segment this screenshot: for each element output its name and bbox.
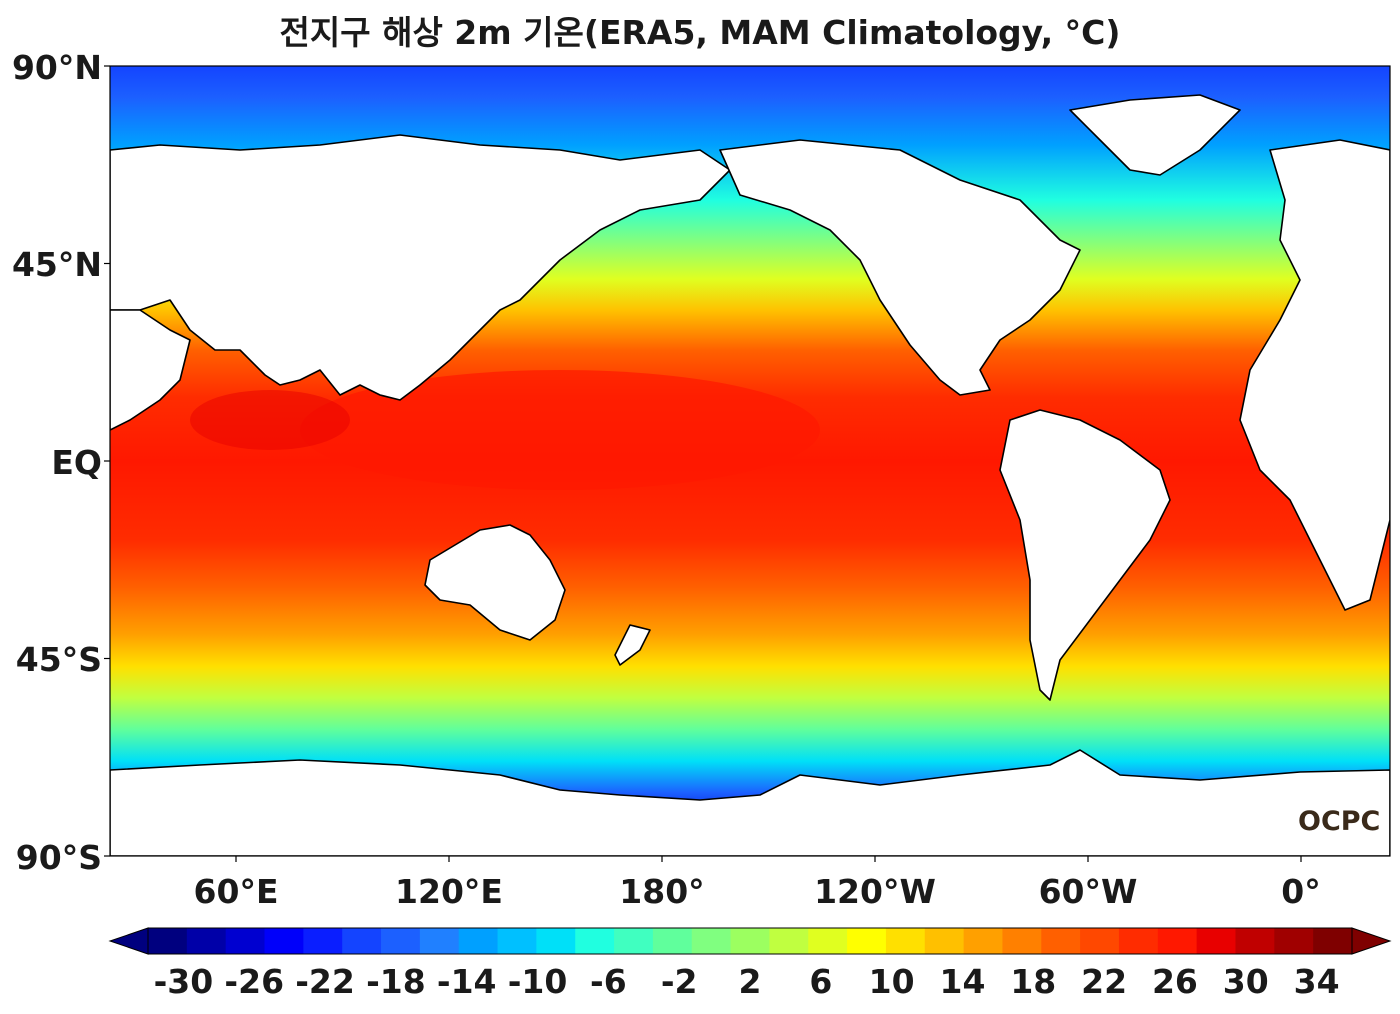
colorbar-segment (497, 928, 537, 954)
land-eurasia (110, 134, 731, 401)
colorbar-segment (847, 928, 887, 954)
colorbar-segment (963, 928, 1003, 954)
colorbar-segment (1080, 928, 1120, 954)
colorbar-segment (1196, 928, 1236, 954)
longitude-label-120w: 120°W (814, 872, 936, 911)
colorbar-segment (342, 928, 382, 954)
land-south-america (999, 409, 1171, 701)
colorbar-tick-label: -30 (153, 962, 214, 1001)
colorbar-tick-label: 2 (738, 962, 762, 1001)
colorbar-extend-low (108, 927, 149, 955)
colorbar-segment (1118, 928, 1159, 954)
colorbar-tick-label: 14 (939, 962, 986, 1001)
colorbar-segment (730, 928, 770, 954)
colorbar-segment (885, 928, 926, 954)
ocpc-logo: OCPC (1298, 806, 1381, 837)
colorbar-tick-label: 10 (868, 962, 915, 1001)
land-masses (110, 94, 1390, 856)
latitude-label-45s: 45°S (15, 640, 102, 679)
colorbar-segment (691, 928, 732, 954)
axis-ticks (104, 65, 1302, 862)
colorbar-segment (614, 928, 654, 954)
colorbar-segment (1002, 928, 1042, 954)
longitude-label-60w: 60°W (1038, 872, 1138, 911)
colorbar-segment (186, 928, 227, 954)
colorbar-segment (575, 928, 615, 954)
latitude-label-90s: 90°S (15, 838, 102, 877)
colorbar-tick-label: -6 (590, 962, 627, 1001)
colorbar-segment (381, 928, 421, 954)
colorbar-segment (148, 928, 188, 954)
latitude-label-90n: 90°N (11, 48, 102, 87)
colorbar-tick-label: -26 (224, 962, 285, 1001)
colorbar-tick-label: 34 (1293, 962, 1340, 1001)
colorbar-segment (652, 928, 693, 954)
colorbar-tick-label: 30 (1222, 962, 1269, 1001)
longitude-label-180: 180° (619, 872, 705, 911)
land-europe-africa-east (1239, 139, 1390, 611)
colorbar-tick-label: 18 (1010, 962, 1057, 1001)
land-greenland (1069, 94, 1241, 176)
colorbar-segment (808, 928, 848, 954)
longitude-label-120e: 120°E (395, 872, 503, 911)
latitude-label-45n: 45°N (11, 245, 102, 284)
colorbar-segment (264, 928, 304, 954)
colorbar-segment (225, 928, 266, 954)
colorbar-extend-high (1351, 927, 1392, 955)
colorbar-segment (1235, 928, 1275, 954)
colorbar-tick-label: -2 (660, 962, 698, 1001)
colorbar-segment (1274, 928, 1314, 954)
warm-pool-indian (190, 390, 350, 450)
colorbar-frame (147, 927, 1353, 955)
colorbar-segment (1157, 928, 1198, 954)
colorbar-segment (458, 928, 499, 954)
land-north-america (719, 139, 1081, 396)
colorbar-tick-label: 22 (1081, 962, 1128, 1001)
colorbar-tick-label: 6 (809, 962, 833, 1001)
warm-pool-west-pacific (300, 370, 820, 490)
colorbar-tick-label: -18 (366, 962, 426, 1001)
colorbar-tick-label: 26 (1151, 962, 1198, 1001)
colorbar-tick-label: -10 (507, 962, 568, 1001)
colorbar-segment (419, 928, 460, 954)
colorbar-segment (924, 928, 965, 954)
longitude-label-60e: 60°E (193, 872, 279, 911)
latitude-label-eq: EQ (51, 443, 102, 482)
longitude-label-0: 0° (1281, 872, 1321, 911)
land-new-zealand (614, 624, 651, 666)
colorbar-tick-label: -14 (436, 962, 497, 1001)
colorbar-segment (769, 928, 809, 954)
colorbar-segment (303, 928, 343, 954)
colorbar-segment (1313, 928, 1353, 954)
colorbar-segment (1041, 928, 1081, 954)
land-antarctica (110, 749, 1390, 856)
land-arabia-horn (110, 309, 191, 431)
land-australia (424, 524, 566, 641)
colorbar-tick-label: -22 (295, 962, 355, 1001)
colorbar-segment (536, 928, 576, 954)
map-title: 전지구 해상 2m 기온(ERA5, MAM Climatology, °C) (279, 13, 1121, 52)
